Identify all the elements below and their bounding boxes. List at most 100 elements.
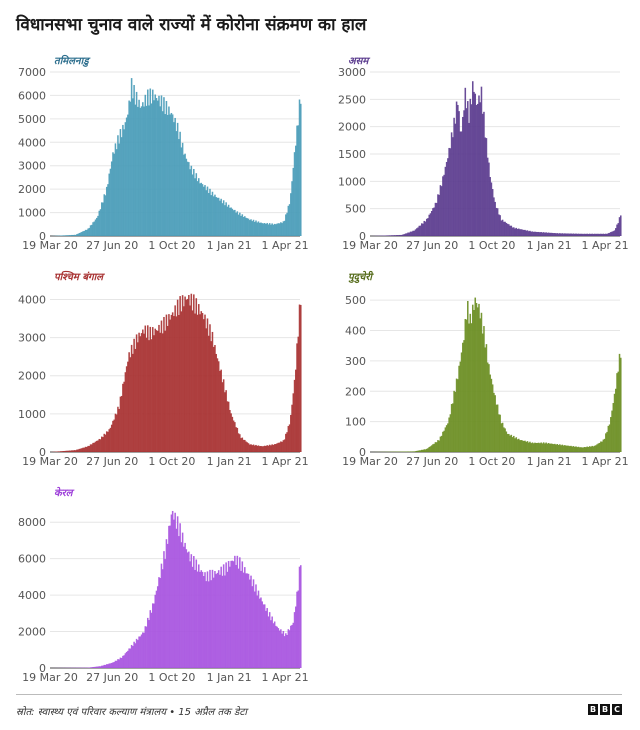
bar — [122, 655, 124, 668]
bar — [109, 663, 112, 668]
bar — [214, 345, 216, 452]
bar — [572, 233, 575, 236]
bar — [202, 319, 205, 452]
y-tick-label: 0 — [39, 230, 46, 243]
bar — [424, 449, 427, 452]
bar — [241, 214, 244, 236]
bar — [94, 441, 97, 452]
bar — [97, 666, 99, 668]
bar — [110, 424, 113, 452]
bar — [450, 132, 453, 236]
bar — [608, 424, 611, 452]
bar — [291, 181, 293, 236]
bar — [425, 218, 428, 236]
bar — [161, 569, 164, 668]
bar — [68, 450, 71, 452]
bar — [503, 221, 505, 236]
bar — [143, 632, 145, 668]
bar — [460, 131, 463, 236]
bar — [278, 223, 281, 236]
bar — [173, 519, 175, 668]
bar — [583, 447, 586, 452]
bar — [292, 167, 295, 236]
bar — [144, 626, 147, 668]
bar — [134, 348, 137, 452]
bar — [74, 450, 77, 452]
bar — [249, 444, 251, 452]
bar — [173, 316, 175, 452]
bar — [195, 298, 198, 452]
bar — [210, 341, 212, 452]
bar — [236, 555, 239, 668]
bar — [184, 296, 186, 452]
bar — [159, 106, 161, 236]
bar — [217, 570, 220, 668]
bar — [468, 122, 470, 236]
bar — [255, 584, 257, 668]
bar — [488, 162, 490, 236]
y-tick-label: 200 — [345, 385, 366, 398]
y-tick-label: 0 — [39, 662, 46, 675]
bar — [530, 443, 532, 452]
bar — [384, 235, 387, 236]
bar — [165, 539, 168, 668]
bar — [453, 390, 455, 452]
bar — [486, 362, 489, 452]
bar — [120, 137, 123, 236]
bar — [227, 561, 230, 668]
bar — [170, 514, 173, 668]
bar — [559, 444, 561, 452]
bar — [272, 444, 275, 452]
bar — [231, 416, 234, 452]
bar — [288, 424, 291, 452]
bar — [535, 442, 537, 452]
bar — [544, 232, 546, 236]
bar — [73, 234, 76, 236]
bar — [429, 446, 432, 452]
bar — [217, 361, 220, 452]
bar — [300, 103, 302, 236]
bar — [467, 300, 469, 452]
bar — [178, 315, 180, 452]
bar — [188, 295, 190, 452]
bar — [583, 233, 586, 236]
bar — [190, 554, 193, 668]
bar — [600, 233, 602, 236]
bar — [183, 154, 185, 236]
bar — [200, 311, 203, 452]
bar — [81, 448, 83, 452]
bar — [265, 223, 267, 236]
bar — [168, 525, 170, 668]
bar — [77, 233, 79, 236]
bar — [545, 232, 547, 236]
bar — [408, 451, 411, 452]
bar — [578, 233, 581, 236]
bar — [262, 604, 265, 668]
bar — [564, 445, 566, 452]
bar — [556, 233, 559, 236]
bar — [139, 336, 142, 452]
bar — [534, 442, 536, 452]
bar — [139, 636, 142, 668]
bar — [605, 233, 607, 236]
bar — [416, 450, 418, 452]
bar — [216, 197, 219, 236]
bar — [463, 340, 465, 452]
bar — [581, 233, 583, 236]
bar — [420, 223, 423, 236]
bar — [286, 635, 288, 668]
x-tick-label: 1 Apr 21 — [582, 239, 629, 252]
bar — [488, 364, 490, 452]
bar — [481, 333, 484, 452]
bar — [473, 91, 475, 237]
bar — [205, 328, 208, 452]
bar — [138, 332, 140, 452]
bbc-letter: C — [612, 704, 622, 715]
bar — [66, 450, 68, 452]
bar — [183, 306, 185, 452]
bar — [245, 441, 247, 452]
bar — [247, 443, 250, 452]
bar — [204, 314, 206, 452]
bar — [253, 445, 256, 452]
bar — [231, 560, 234, 668]
